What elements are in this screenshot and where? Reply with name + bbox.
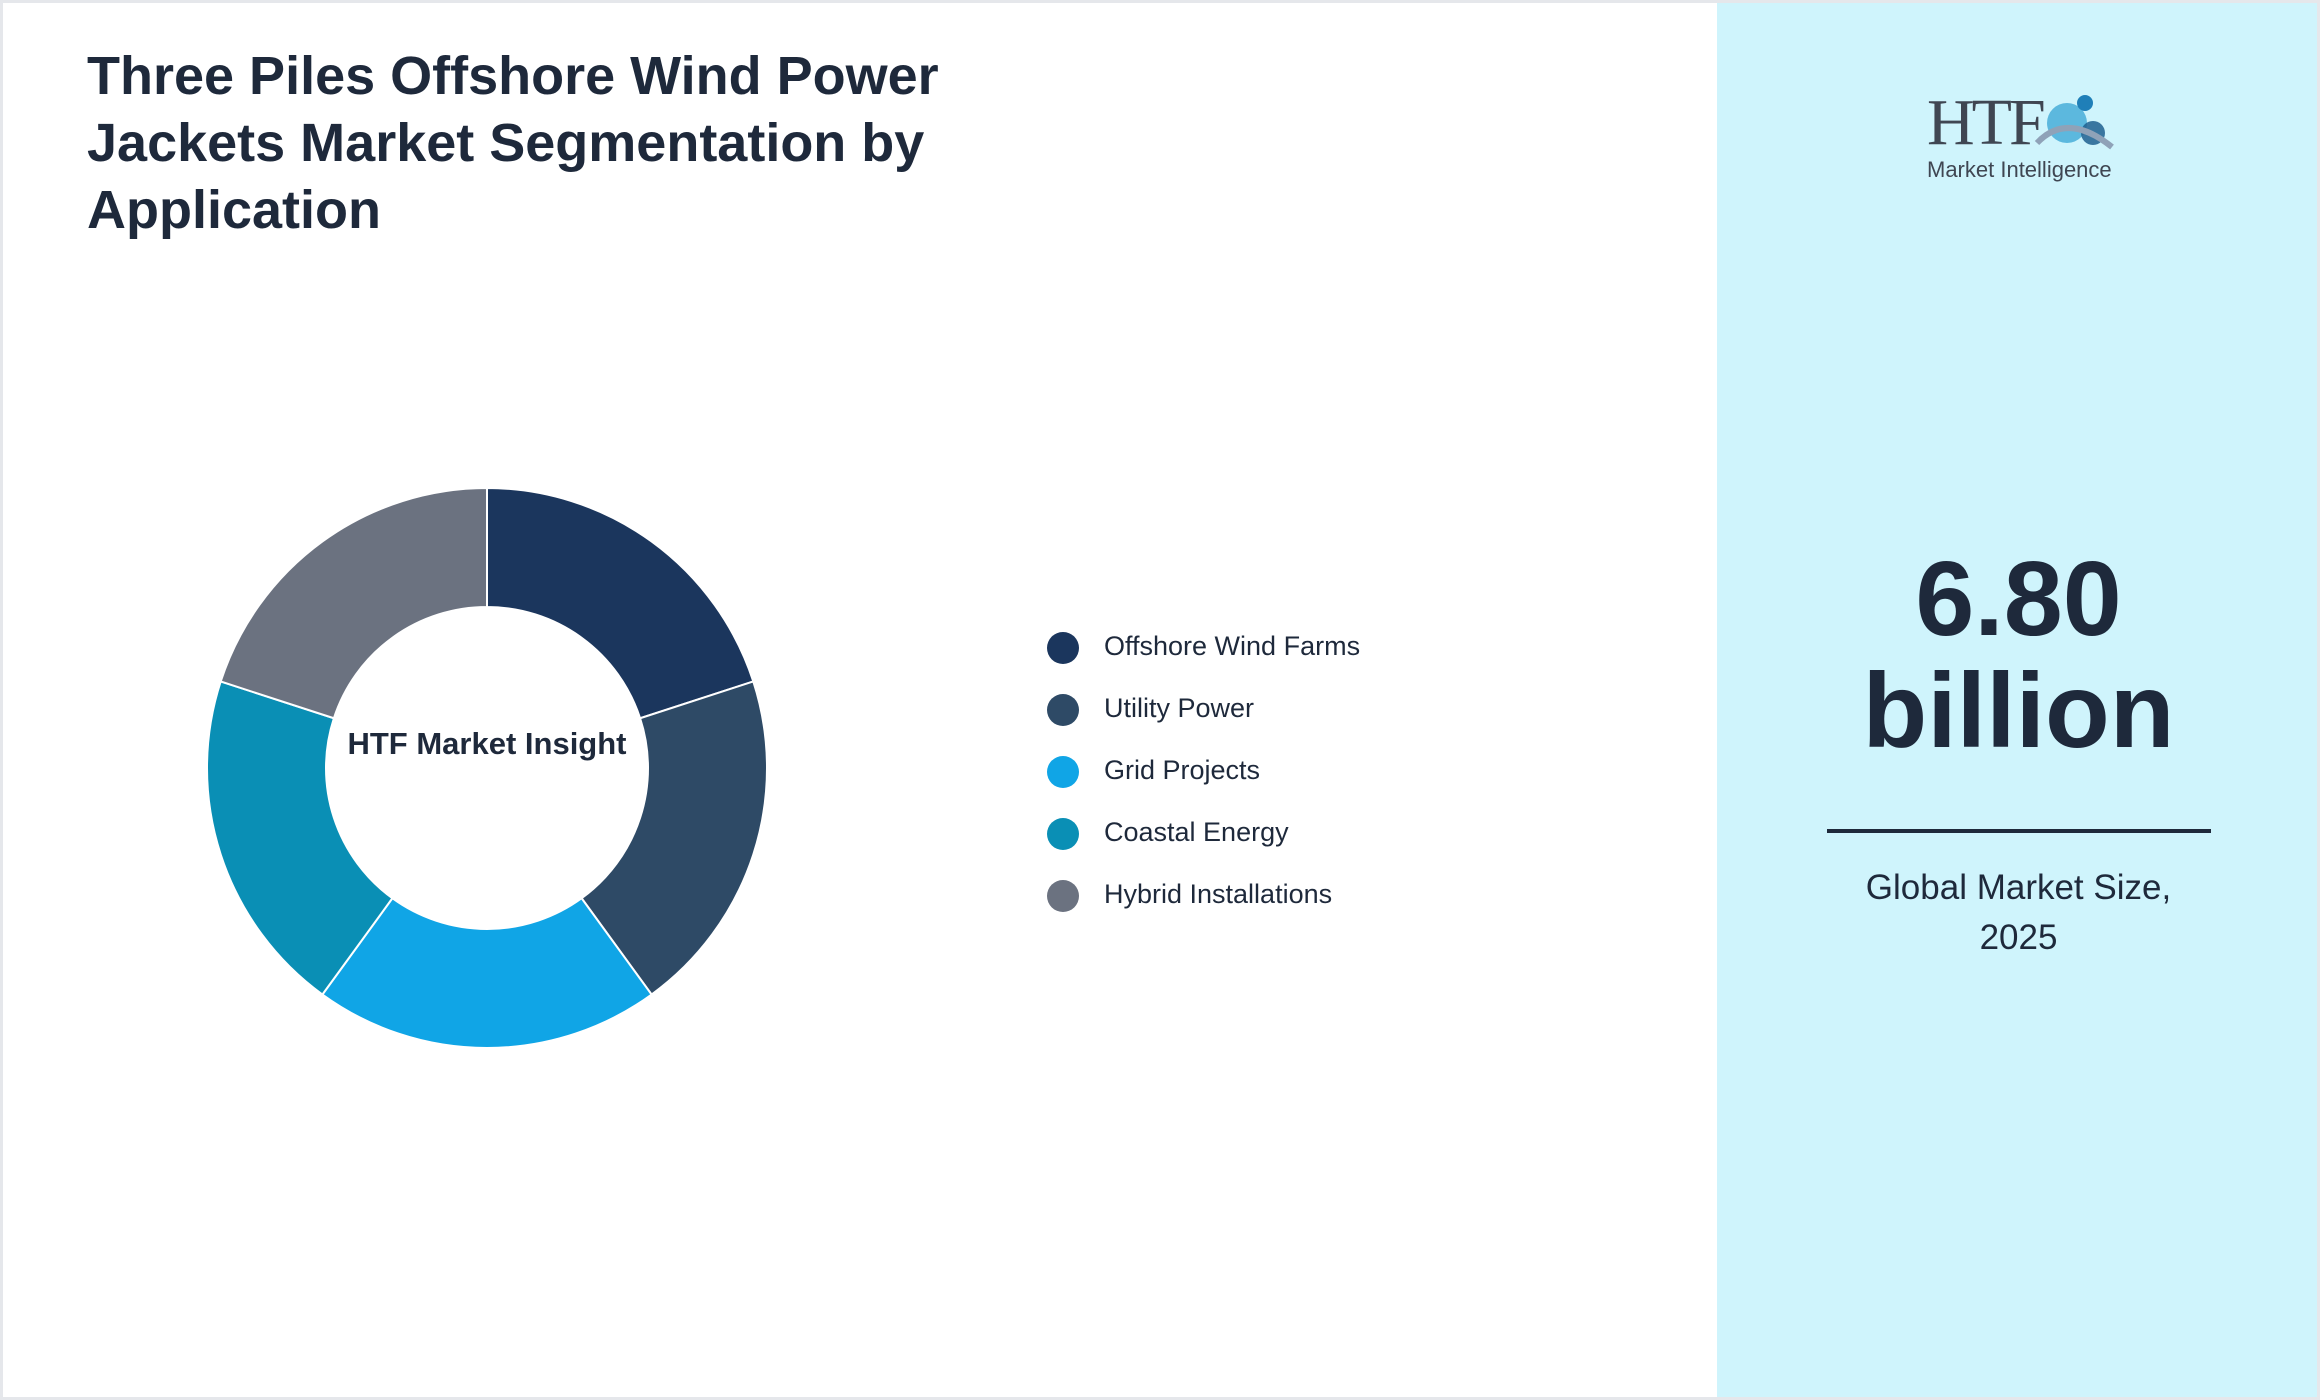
chart: Offshore Wind Farms Utility Power Grid Pro…: [206, 486, 1360, 1050]
donut-segment: [321, 896, 653, 1050]
legend-label: Utility Power: [1104, 693, 1254, 723]
market-value: 6.80 billion: [1862, 540, 2175, 770]
logo-title: HTF: [1927, 86, 2046, 159]
legend-marker: [1047, 694, 1079, 726]
center-label: HTF Market Insight: [347, 726, 627, 761]
legend-label: Grid Projects: [1104, 755, 1260, 785]
legend-marker: [1047, 756, 1079, 788]
donut-segment: [486, 486, 755, 720]
logo: HTF Market Intelligence: [1917, 81, 2127, 191]
market-caption: Global Market Size, 2025: [1865, 868, 2172, 957]
donut-segment: [580, 680, 768, 996]
donut-segment: [206, 680, 394, 996]
legend-marker: [1047, 880, 1079, 912]
legend-label: Hybrid Installations: [1104, 879, 1332, 909]
chart-title: Three Piles Offshore Wind Power Jackets …: [87, 46, 939, 240]
logo-subtitle: Market Intelligence: [1927, 157, 2112, 182]
divider: [1827, 829, 2211, 833]
donut-segment: [219, 486, 488, 720]
sidebar: HTF Market Intelligence 6.80 billion Glo…: [1717, 3, 2317, 1397]
legend-marker: [1047, 818, 1079, 850]
legend-marker: [1047, 632, 1079, 664]
legend-label: Offshore Wind Farms: [1104, 631, 1360, 661]
legend-label: Coastal Energy: [1104, 817, 1289, 847]
logo-icon: [2034, 95, 2114, 150]
